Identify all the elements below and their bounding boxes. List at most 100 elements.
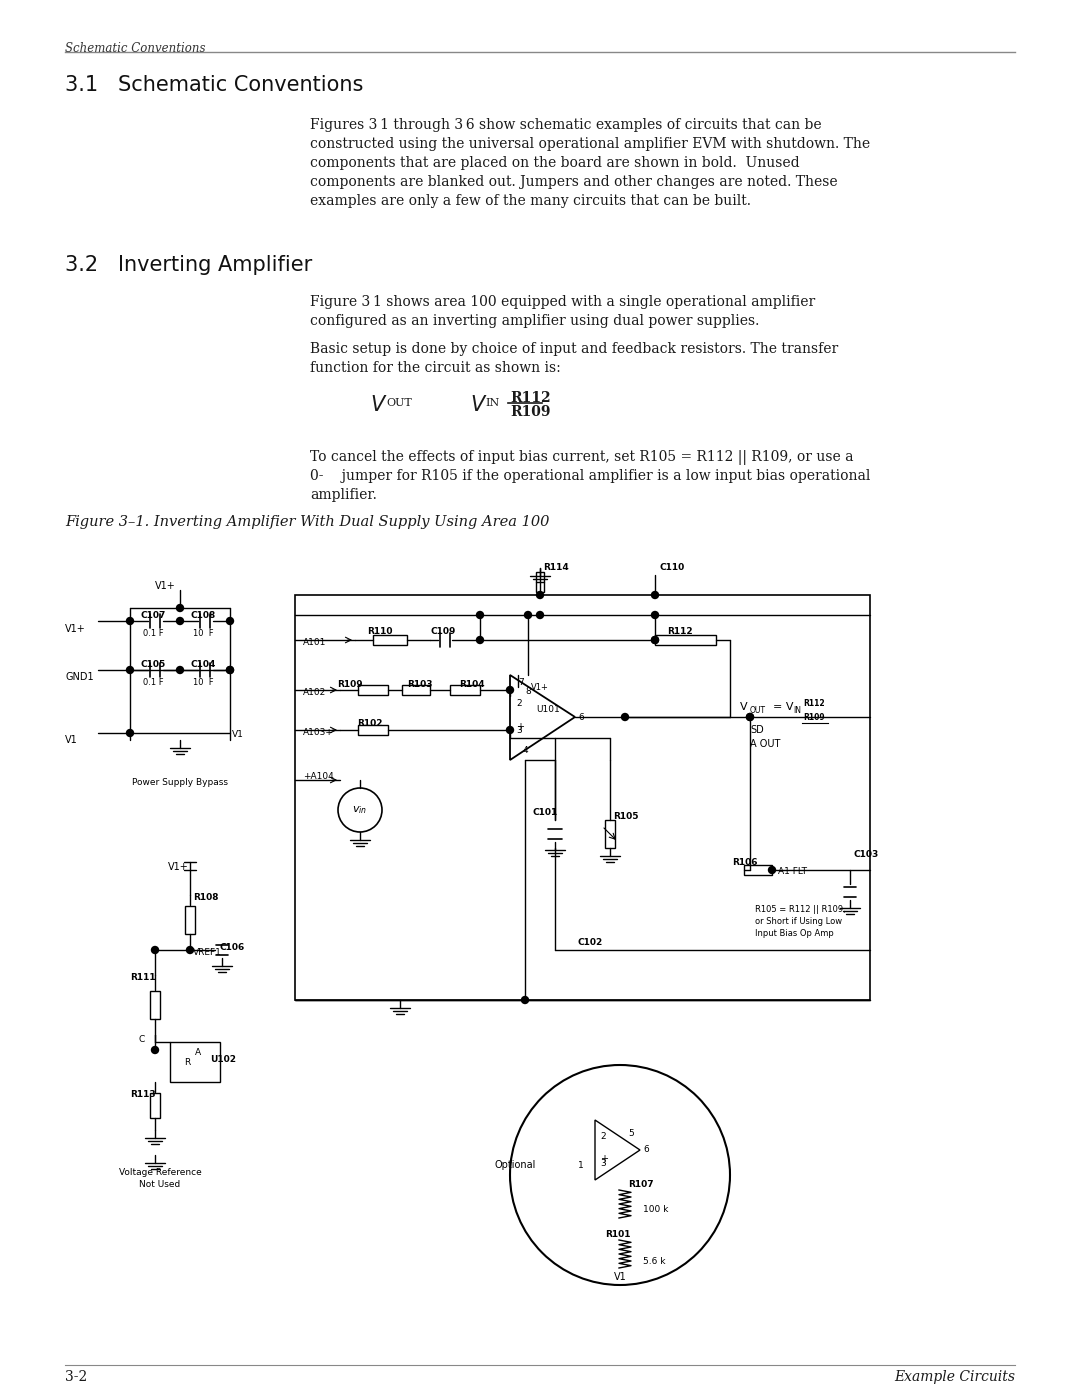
Text: A103+: A103+ [303,728,334,738]
Text: 5.6 k: 5.6 k [643,1257,665,1266]
Text: constructed using the universal operational amplifier EVM with shutdown. The: constructed using the universal operatio… [310,137,870,151]
Text: V1: V1 [65,735,78,745]
Text: Figures 3 1 through 3 6 show schematic examples of circuits that can be: Figures 3 1 through 3 6 show schematic e… [310,117,822,131]
Text: IN: IN [485,398,499,408]
Circle shape [537,612,543,619]
Bar [185,907,195,935]
Text: U102: U102 [210,1055,237,1065]
Text: R109: R109 [337,680,363,689]
Circle shape [151,947,159,954]
Text: C109: C109 [430,627,456,636]
Text: C: C [138,1035,145,1044]
Text: 5: 5 [627,1129,634,1139]
Text: $V$: $V$ [370,395,388,415]
Circle shape [227,617,233,624]
Circle shape [176,666,184,673]
Text: A101: A101 [303,638,326,647]
Circle shape [476,612,484,619]
Text: 3: 3 [516,726,522,735]
Text: R103: R103 [407,680,433,689]
Text: C104: C104 [190,659,216,669]
Text: Not Used: Not Used [139,1180,180,1189]
Text: V1: V1 [613,1273,626,1282]
Text: C101: C101 [532,807,557,817]
Bar [170,1042,220,1083]
Bar [373,636,407,645]
Bar [450,685,480,694]
Text: 0.1 F: 0.1 F [143,678,163,687]
Text: components that are placed on the board are shown in bold.  Unused: components that are placed on the board … [310,156,799,170]
Circle shape [651,591,659,598]
Circle shape [651,612,659,619]
Text: Power Supply Bypass: Power Supply Bypass [132,778,228,787]
Text: 6: 6 [643,1146,649,1154]
Circle shape [126,666,134,673]
Text: R105 = R112 || R109,: R105 = R112 || R109, [755,905,846,914]
Circle shape [651,637,659,644]
Text: function for the circuit as shown is:: function for the circuit as shown is: [310,360,561,374]
Text: components are blanked out. Jumpers and other changes are noted. These: components are blanked out. Jumpers and … [310,175,838,189]
Bar [150,1092,160,1118]
Circle shape [176,605,184,612]
Text: Input Bias Op Amp: Input Bias Op Amp [755,929,834,937]
Text: A OUT: A OUT [750,739,781,749]
Text: A: A [194,1048,201,1058]
Circle shape [507,726,513,733]
Text: 10  F: 10 F [192,678,214,687]
Bar [295,595,870,1000]
Text: Figure 3–1. Inverting Amplifier With Dual Supply Using Area 100: Figure 3–1. Inverting Amplifier With Dua… [65,515,550,529]
Text: VREF1: VREF1 [193,949,221,957]
Text: R109: R109 [804,712,825,722]
Circle shape [651,637,659,644]
Text: 3-2: 3-2 [65,1370,87,1384]
Text: 3.2   Inverting Amplifier: 3.2 Inverting Amplifier [65,256,312,275]
Text: examples are only a few of the many circuits that can be built.: examples are only a few of the many circ… [310,194,751,208]
Circle shape [525,612,531,619]
Text: SD: SD [750,725,764,735]
Text: 0.1 F: 0.1 F [143,629,163,638]
Text: 3: 3 [600,1158,606,1168]
Text: U101: U101 [536,705,559,714]
Text: C105: C105 [140,659,165,669]
Circle shape [476,637,484,644]
Circle shape [126,617,134,624]
Text: R108: R108 [193,893,218,902]
Text: +: + [516,722,524,732]
Circle shape [769,866,775,873]
Circle shape [746,714,754,721]
Text: A102: A102 [303,687,326,697]
Bar [402,685,430,694]
Text: 2: 2 [516,698,522,708]
Text: Example Circuits: Example Circuits [894,1370,1015,1384]
Text: R104: R104 [459,680,485,689]
Text: C102: C102 [578,937,603,947]
Text: Voltage Reference: Voltage Reference [119,1168,201,1178]
Text: $V$: $V$ [470,395,487,415]
Text: = V: = V [773,703,794,712]
Text: 0-  jumper for R105 if the operational amplifier is a low input bias operational: 0- jumper for R105 if the operational am… [310,469,870,483]
Text: V1+: V1+ [154,581,175,591]
Text: V1: V1 [232,731,244,739]
Circle shape [227,666,233,673]
Text: R110: R110 [367,627,393,636]
Bar [744,865,772,875]
Text: R112: R112 [804,698,825,708]
Circle shape [176,617,184,624]
Text: or Short if Using Low: or Short if Using Low [755,916,842,926]
Bar [536,571,544,592]
Text: Basic setup is done by choice of input and feedback resistors. The transfer: Basic setup is done by choice of input a… [310,342,838,356]
Circle shape [187,947,193,954]
Text: C110: C110 [660,563,685,571]
Text: R102: R102 [357,719,382,728]
Text: +A104: +A104 [303,773,334,781]
Text: 10  F: 10 F [192,629,214,638]
Text: Optional: Optional [495,1160,536,1171]
Bar [357,725,388,735]
Text: C106: C106 [220,943,245,951]
Text: R113: R113 [130,1090,156,1099]
Text: 4: 4 [523,746,528,754]
Circle shape [227,666,233,673]
Text: 100 k: 100 k [643,1206,669,1214]
Text: R109: R109 [510,405,551,419]
Text: $v_{in}$: $v_{in}$ [352,805,367,816]
